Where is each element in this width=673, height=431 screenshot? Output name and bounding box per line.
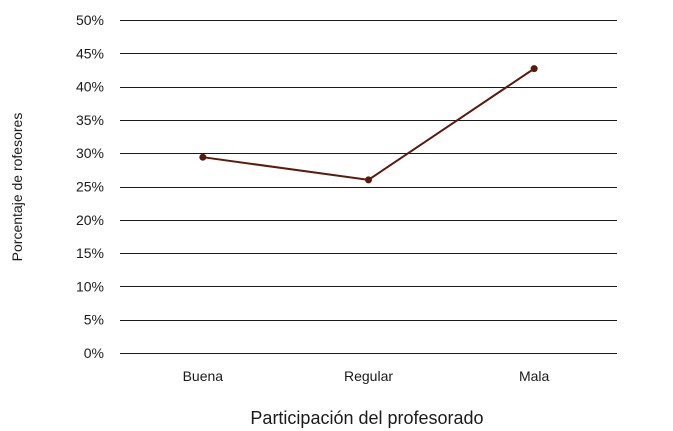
y-tick-label: 35% bbox=[76, 112, 104, 128]
x-axis-tick-labels: Buena Regular Mala bbox=[183, 368, 550, 384]
y-axis-title: Porcentaje de rofesores bbox=[9, 113, 25, 262]
y-tick-label: 0% bbox=[84, 345, 104, 361]
x-tick-label: Regular bbox=[344, 368, 393, 384]
y-tick-label: 5% bbox=[84, 312, 104, 328]
gridlines bbox=[120, 20, 617, 354]
x-tick-label: Mala bbox=[519, 368, 550, 384]
y-tick-label: 10% bbox=[76, 278, 104, 294]
y-axis-tick-labels: 0% 5% 10% 15% 20% 25% 30% 35% 40% 45% 50% bbox=[76, 12, 104, 361]
y-tick-label: 25% bbox=[76, 179, 104, 195]
y-tick-label: 40% bbox=[76, 79, 104, 95]
x-tick-label: Buena bbox=[183, 368, 224, 384]
series-layer bbox=[199, 65, 538, 184]
series-line bbox=[202, 67, 535, 181]
y-tick-label: 15% bbox=[76, 245, 104, 261]
x-axis-title: Participación del profesorado bbox=[250, 408, 483, 428]
y-tick-label: 50% bbox=[76, 12, 104, 28]
y-tick-label: 30% bbox=[76, 145, 104, 161]
data-point bbox=[365, 176, 372, 184]
data-point bbox=[199, 153, 207, 161]
data-point bbox=[530, 65, 538, 73]
y-tick-label: 45% bbox=[76, 45, 104, 61]
y-tick-label: 20% bbox=[76, 212, 104, 228]
